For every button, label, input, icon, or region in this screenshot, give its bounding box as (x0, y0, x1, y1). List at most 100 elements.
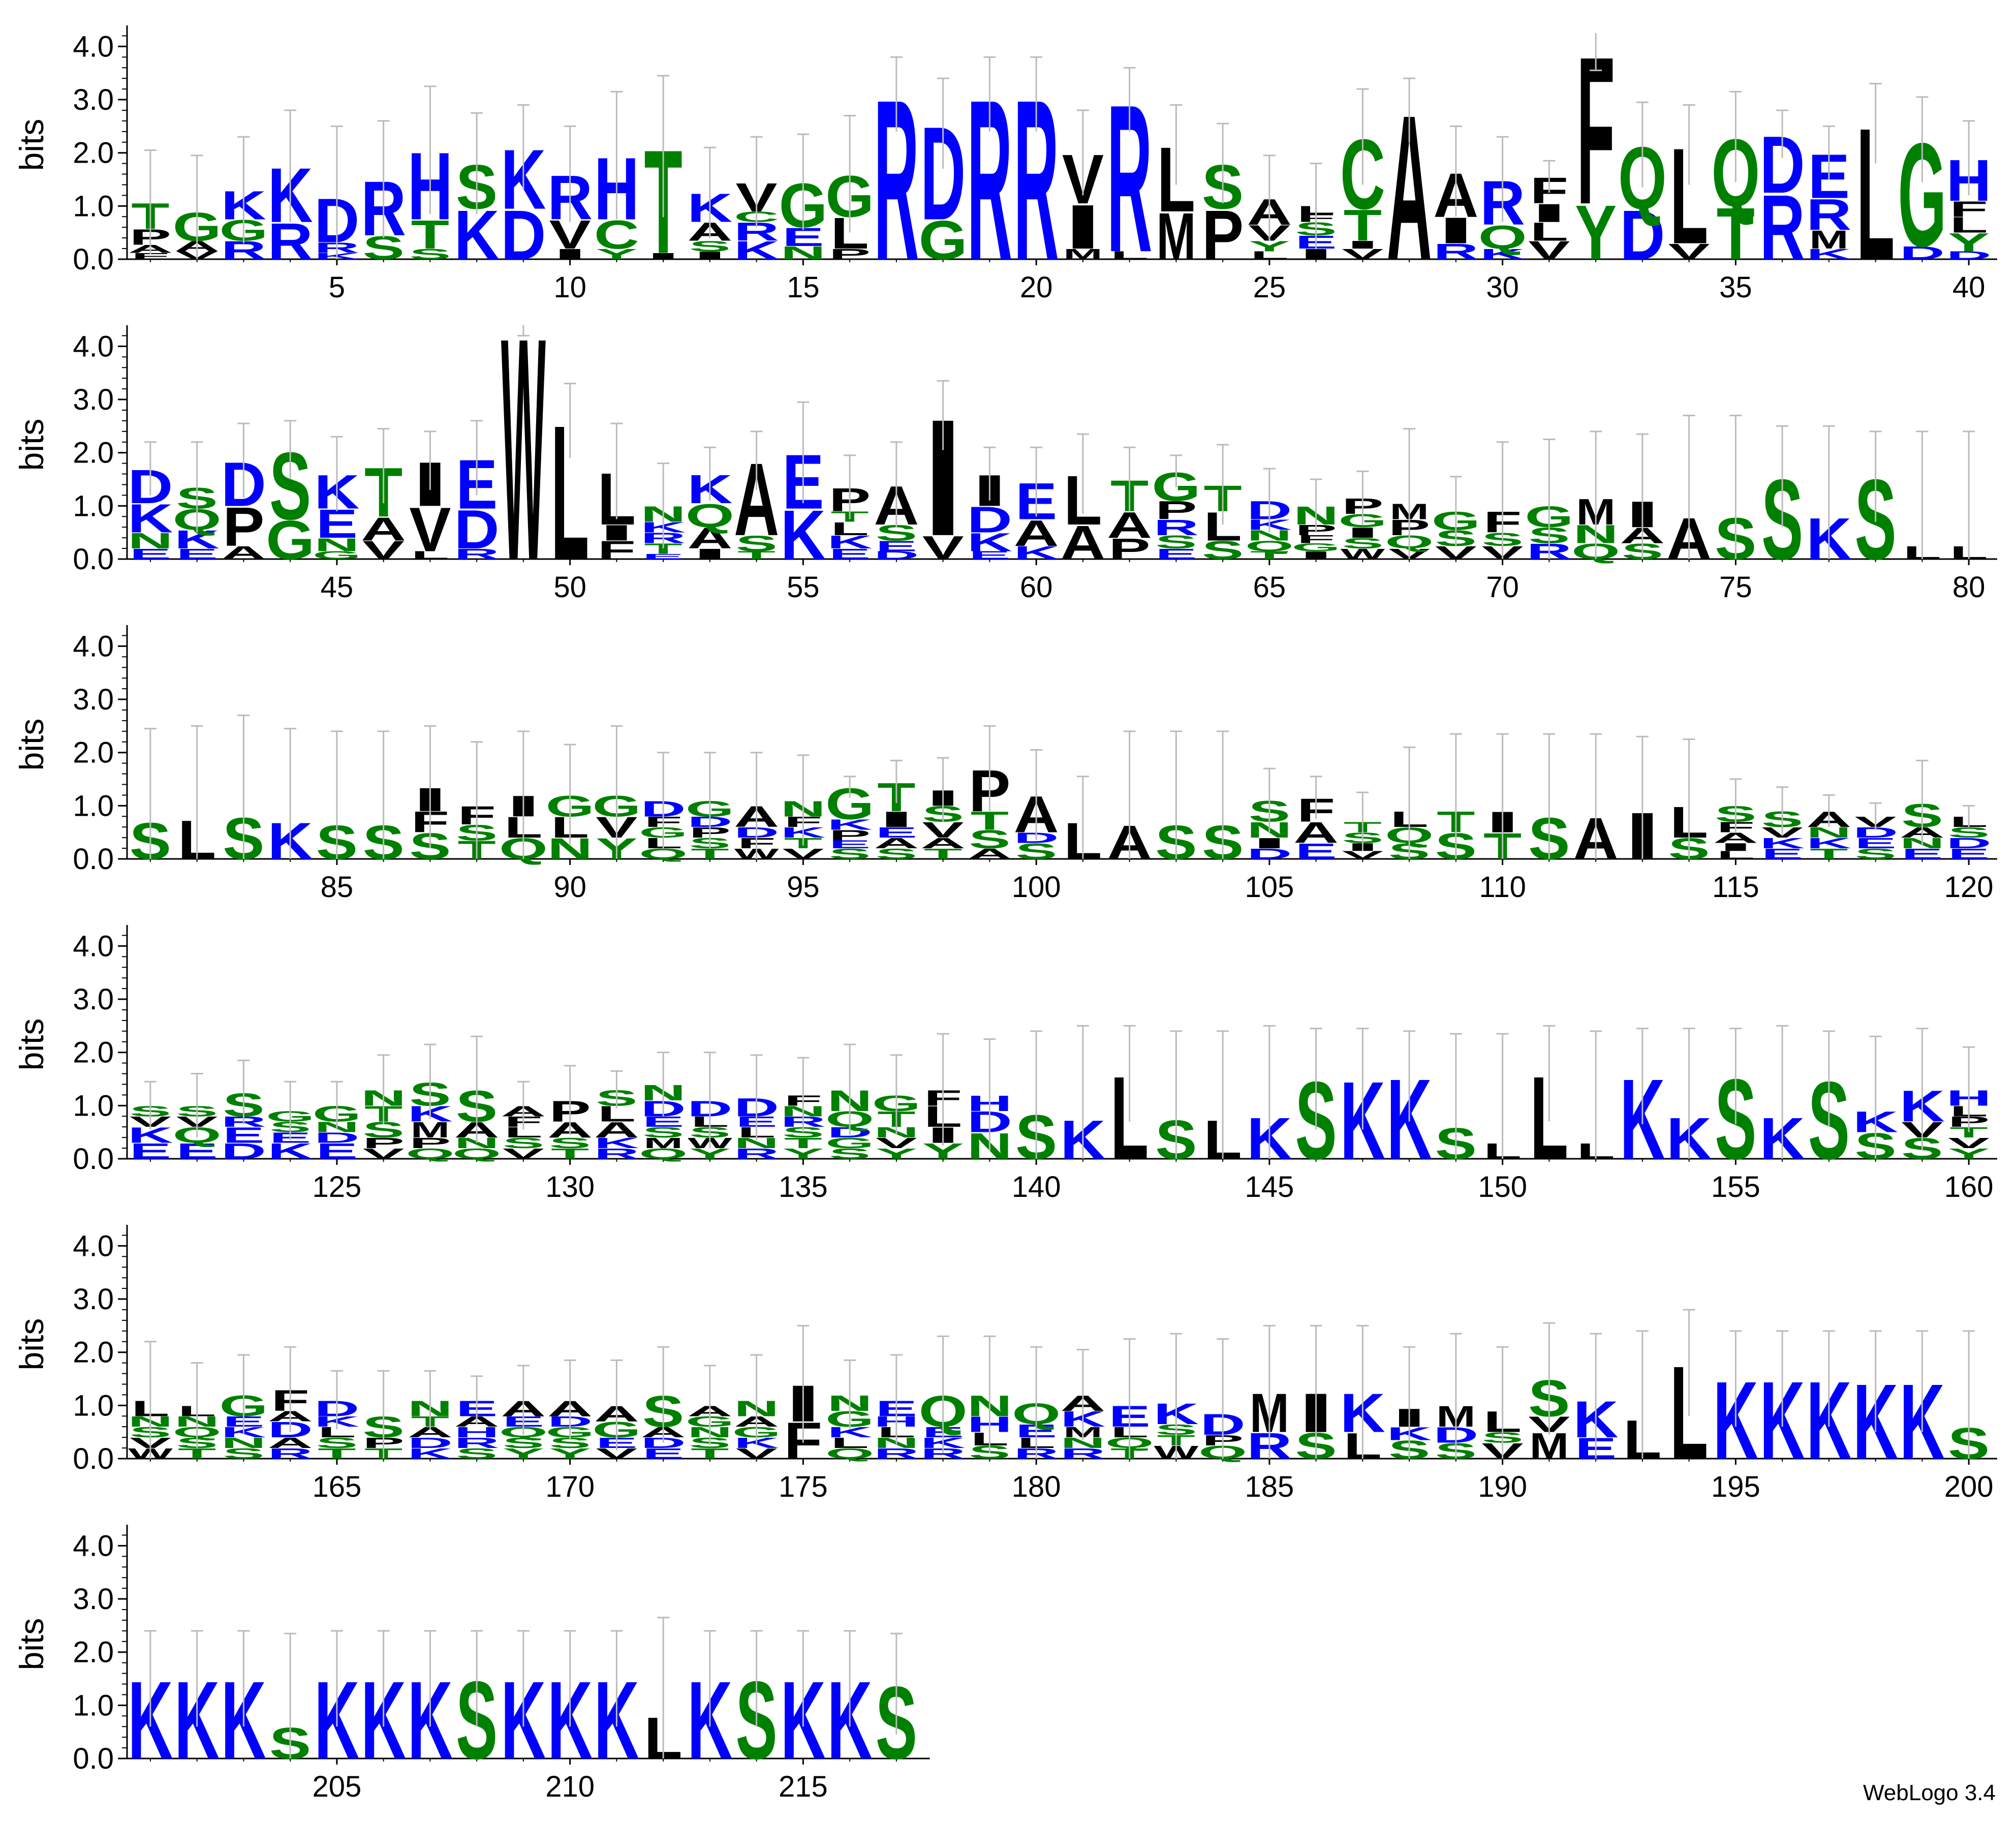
logo-letter: R (1060, 1445, 1105, 1462)
logo-letter: A (221, 543, 266, 563)
logo-letter: S (503, 1435, 544, 1451)
stack-pos-193: L (1623, 1330, 1661, 1470)
logo-letter: R (268, 212, 313, 270)
logo-letter: P (409, 1135, 451, 1151)
stack-pos-190: VSL (1482, 1346, 1524, 1463)
x-tick-label: 90 (553, 871, 586, 904)
x-tick-label: 215 (779, 1770, 828, 1803)
logo-letter: N (221, 1435, 266, 1451)
stack-pos-106: EAF (1293, 776, 1339, 863)
logo-letter: K (734, 236, 779, 265)
logo-letter: D (1247, 846, 1292, 862)
x-tick-label: 205 (312, 1770, 361, 1803)
logo-letter: T (411, 212, 449, 257)
y-tick-label: 1.0 (73, 1389, 114, 1422)
logo-letter: A (1060, 516, 1105, 570)
stack-pos-215: K (781, 1630, 826, 1782)
stack-pos-8: KS (454, 112, 500, 274)
stack-pos-16: PLG (825, 114, 874, 262)
logo-letter: S (642, 1124, 684, 1140)
logo-letter: D (1946, 835, 1992, 851)
logo-letter: Y (876, 1146, 917, 1162)
x-tick-label: 5 (329, 271, 345, 304)
stack-pos-17: R (874, 52, 919, 307)
stack-pos-28: A (1387, 72, 1432, 303)
stack-pos-211: K (594, 1630, 639, 1782)
x-tick-label: 55 (787, 571, 820, 604)
y-tick-label: 3.0 (73, 683, 114, 716)
stack-pos-187: LK (1340, 1324, 1385, 1467)
logo-letter: A (874, 835, 919, 851)
x-tick-label: 40 (1952, 271, 1986, 304)
logo-letter: Q (686, 497, 734, 534)
logo-letter: S (503, 1135, 544, 1151)
logo-letter: I (1296, 549, 1336, 561)
stack-pos-82: L (178, 725, 216, 871)
y-axis-label: bits (13, 719, 50, 771)
stack-pos-103: S (1155, 730, 1197, 870)
logo-letter: S (689, 238, 731, 254)
logo-letter: V (1668, 239, 1710, 264)
stack-pos-79: L (1903, 430, 1941, 563)
logo-letter: S (1342, 535, 1383, 551)
y-axis-label: bits (13, 1318, 50, 1371)
logo-letter: A (967, 846, 1012, 862)
logo-letter: V (782, 846, 824, 862)
logo-letter: K (967, 528, 1012, 557)
stack-pos-3: RGK (219, 136, 268, 265)
logo-letter: K (781, 496, 826, 574)
logo-letter: I (1063, 192, 1103, 262)
stack-pos-198: K (1853, 1330, 1898, 1482)
stack-pos-186: SI (1295, 1324, 1337, 1467)
stack-pos-210: K (547, 1630, 593, 1782)
logo-letter: V (503, 1146, 545, 1162)
x-tick-label: 60 (1020, 571, 1053, 604)
stack-pos-44: GS (266, 420, 315, 571)
x-tick-label: 145 (1245, 1170, 1294, 1203)
stack-pos-184: QPD (1198, 1338, 1247, 1463)
logo-letter: V (736, 1445, 778, 1462)
logo-letter: E (176, 546, 218, 562)
x-tick-label: 155 (1711, 1170, 1760, 1203)
logo-letter: A (687, 522, 732, 555)
stack-pos-155: S (1715, 1028, 1756, 1183)
stack-pos-154: K (1666, 1028, 1712, 1171)
logo-letter: P (829, 246, 871, 262)
x-tick-label: 190 (1478, 1470, 1527, 1503)
stack-pos-47: LVI (409, 430, 451, 565)
logo-letter: K (1806, 246, 1851, 262)
y-tick-label: 2.0 (73, 1036, 114, 1069)
logo-letter: Y (689, 1146, 731, 1162)
stack-pos-64: SLT (1202, 444, 1244, 565)
x-tick-label: 20 (1020, 271, 1053, 304)
x-tick-label: 105 (1245, 871, 1294, 904)
logo-letter: E (1901, 846, 1943, 862)
logo-letter: A (361, 510, 406, 547)
stack-pos-158: SK (1853, 1035, 1898, 1167)
logo-letter: S (409, 246, 451, 262)
logo-letter: M (1063, 246, 1103, 262)
logo-letter: A (1014, 512, 1059, 553)
y-tick-label: 4.0 (73, 930, 114, 963)
logo-letter: P (1155, 496, 1197, 525)
logo-letter: R (454, 1435, 500, 1451)
logo-letter: L (831, 1435, 869, 1451)
logo-letter: A (920, 835, 966, 851)
